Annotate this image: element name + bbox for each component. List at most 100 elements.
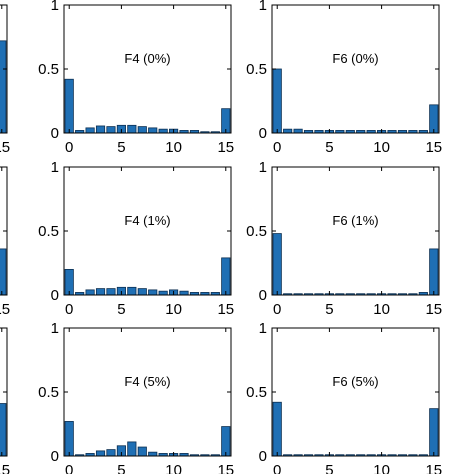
y-tick-label: 0 [259,287,267,304]
x-tick-label: 15 [425,462,442,474]
y-tick-label: 1 [259,0,267,14]
panel-1: 00.5115 [0,4,10,156]
bar-15 [221,257,231,296]
bar-8 [148,289,158,296]
bar-0 [272,233,282,296]
plot-frame [63,327,232,457]
panel-title: F6 (5%) [332,374,378,389]
y-tick-label: 1 [259,320,267,337]
y-tick-label: 0.5 [246,223,267,240]
bar-3 [95,450,106,457]
x-tick-label: 15 [217,301,234,318]
x-tick-label: 0 [65,301,73,318]
x-tick-label: 0 [273,139,281,156]
x-tick-label: 10 [165,462,182,474]
bar-2 [85,127,95,134]
x-tick-label: 10 [373,301,390,318]
bar-3 [95,125,106,134]
bar-6 [127,124,137,134]
y-tick-label: 1 [51,320,59,337]
bar-0 [272,68,282,134]
bar-4 [106,126,116,134]
plot-frame [271,327,440,457]
bar-7 [137,446,147,457]
bar-7 [137,288,147,296]
bar-8 [148,451,158,457]
bar-15 [0,403,7,457]
bar-2 [85,289,95,296]
bar-11 [179,290,189,296]
x-tick-label: 15 [0,301,10,318]
y-tick-label: 0 [51,287,59,304]
x-tick-label: 15 [0,462,10,474]
x-tick-label: 5 [325,462,333,474]
x-tick-label: 15 [217,462,234,474]
x-tick-label: 15 [0,139,10,156]
x-tick-label: 10 [373,462,390,474]
panel-7: 00.5115 [0,327,10,474]
panel-title: F6 (0%) [332,51,378,66]
bar-2 [293,128,303,134]
panel-title: F6 (1%) [332,213,378,228]
bar-15 [429,248,439,296]
bar-3 [95,288,106,296]
y-tick-label: 0 [259,448,267,465]
x-tick-label: 5 [117,462,125,474]
x-tick-label: 10 [165,301,182,318]
y-tick-label: 0.5 [38,384,59,401]
bar-15 [0,40,7,134]
bar-15 [429,104,439,134]
y-tick-label: 0.5 [38,61,59,78]
bar-15 [221,426,231,457]
y-tick-label: 0 [51,125,59,142]
x-tick-label: 0 [273,301,281,318]
x-tick-label: 5 [325,139,333,156]
bar-6 [127,286,137,296]
panel-4: 00.5115 [0,166,10,318]
y-tick-label: 0.5 [246,384,267,401]
x-tick-label: 0 [273,462,281,474]
x-tick-label: 15 [217,139,234,156]
bar-1 [283,128,293,134]
bar-0 [64,78,74,134]
plot-frame [271,4,440,134]
panel-title: F4 (1%) [124,213,170,228]
bar-9 [158,128,168,134]
y-tick-label: 0 [51,448,59,465]
x-tick-label: 15 [425,301,442,318]
plot-frame [63,4,232,134]
x-tick-label: 0 [65,139,73,156]
y-tick-label: 0.5 [246,61,267,78]
bar-6 [127,441,137,457]
y-tick-label: 0.5 [38,223,59,240]
bar-15 [429,408,439,457]
bar-8 [148,127,158,134]
x-tick-label: 5 [325,301,333,318]
plot-frame [63,166,232,296]
x-tick-label: 10 [165,139,182,156]
bar-7 [137,126,147,134]
x-tick-label: 10 [373,139,390,156]
bar-4 [106,449,116,457]
bar-4 [106,288,116,296]
y-tick-label: 1 [51,159,59,176]
x-tick-label: 5 [117,301,125,318]
x-tick-label: 5 [117,139,125,156]
bar-9 [158,290,168,296]
y-tick-label: 0 [259,125,267,142]
panel-title: F4 (0%) [124,51,170,66]
bar-15 [0,248,7,296]
y-tick-label: 1 [259,159,267,176]
y-tick-label: 1 [51,0,59,14]
panel-title: F4 (5%) [124,374,170,389]
x-tick-label: 15 [425,139,442,156]
bar-0 [64,421,74,457]
plot-frame [271,166,440,296]
